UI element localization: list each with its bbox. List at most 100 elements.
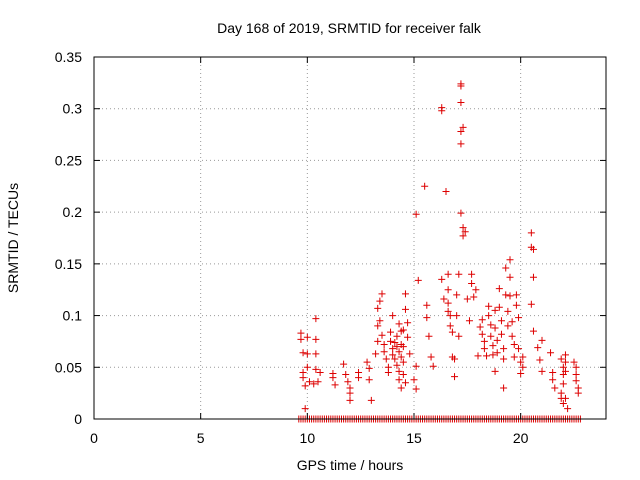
data-point — [485, 302, 493, 310]
data-point — [310, 380, 318, 388]
data-point — [367, 396, 375, 404]
data-point — [472, 286, 480, 294]
data-point — [393, 343, 401, 351]
data-point — [297, 329, 305, 337]
data-point — [412, 210, 420, 218]
data-point — [478, 330, 486, 338]
data-point — [397, 353, 405, 361]
data-point — [365, 376, 373, 384]
data-point — [561, 394, 569, 402]
data-point — [444, 270, 452, 278]
data-point — [489, 342, 497, 350]
data-point — [480, 337, 488, 345]
data-point — [312, 350, 320, 358]
x-tick-label: 5 — [197, 430, 205, 446]
data-point — [529, 327, 537, 335]
data-point — [401, 379, 409, 387]
data-point — [376, 297, 384, 305]
data-point — [465, 317, 473, 325]
data-point — [444, 299, 452, 307]
data-points — [295, 80, 584, 423]
data-point — [397, 384, 405, 392]
data-point — [410, 376, 418, 384]
data-point — [487, 321, 495, 329]
data-point — [487, 332, 495, 340]
data-point — [453, 291, 461, 299]
data-point — [512, 291, 520, 299]
data-point — [414, 276, 422, 284]
data-point — [561, 351, 569, 359]
x-axis: 0 5 10 15 20 — [90, 57, 529, 446]
data-point — [500, 384, 508, 392]
data-point — [399, 343, 407, 351]
data-point — [559, 399, 567, 407]
data-point — [425, 332, 433, 340]
data-point — [387, 337, 395, 345]
data-point — [301, 382, 309, 390]
y-tick-label: 0.3 — [63, 101, 83, 117]
data-point — [455, 270, 463, 278]
data-point — [423, 301, 431, 309]
data-point — [395, 320, 403, 328]
data-point — [384, 368, 392, 376]
y-axis: 0 0.05 0.1 0.15 0.2 0.25 0.3 0.35 — [55, 49, 606, 427]
data-point — [570, 358, 578, 366]
data-point — [374, 322, 382, 330]
data-point — [506, 292, 514, 300]
data-point — [451, 355, 459, 363]
data-point — [301, 405, 309, 413]
data-point — [497, 317, 505, 325]
data-point — [457, 82, 465, 90]
data-point — [512, 301, 520, 309]
data-point — [393, 361, 401, 369]
data-point — [395, 376, 403, 384]
y-tick-label: 0.05 — [55, 359, 82, 375]
data-point — [303, 350, 311, 358]
data-point — [502, 291, 510, 299]
data-point — [572, 377, 580, 385]
data-point — [519, 353, 527, 361]
data-point — [561, 358, 569, 366]
data-point — [476, 323, 484, 331]
data-point — [303, 333, 311, 341]
data-point — [517, 358, 525, 366]
data-point — [404, 333, 412, 341]
data-point — [491, 324, 499, 332]
data-point — [572, 371, 580, 379]
data-point — [561, 367, 569, 375]
data-point — [457, 209, 465, 217]
data-point — [401, 305, 409, 313]
data-point — [344, 378, 352, 386]
data-point — [485, 312, 493, 320]
data-point — [342, 371, 350, 379]
data-point — [527, 229, 535, 237]
data-point — [363, 358, 371, 366]
data-point — [493, 336, 501, 344]
data-point — [547, 349, 555, 357]
data-point — [538, 336, 546, 344]
y-axis-label: SRMTID / TECUs — [5, 183, 21, 293]
data-point — [457, 127, 465, 135]
data-point — [517, 369, 525, 377]
x-tick-label: 10 — [300, 430, 316, 446]
data-point — [538, 367, 546, 375]
data-point — [399, 326, 407, 334]
data-point — [372, 350, 380, 358]
data-point — [502, 264, 510, 272]
data-point — [510, 341, 518, 349]
data-point — [412, 362, 420, 370]
data-point — [529, 273, 537, 281]
data-point — [446, 312, 454, 320]
data-point — [504, 322, 512, 330]
data-point — [365, 364, 373, 372]
data-point — [489, 351, 497, 359]
data-point — [508, 332, 516, 340]
data-point — [404, 319, 412, 327]
y-tick-label: 0.15 — [55, 256, 82, 272]
data-point — [529, 245, 537, 253]
data-point — [549, 376, 557, 384]
data-point — [463, 295, 471, 303]
data-point — [446, 322, 454, 330]
data-point — [470, 293, 478, 301]
data-point — [491, 367, 499, 375]
